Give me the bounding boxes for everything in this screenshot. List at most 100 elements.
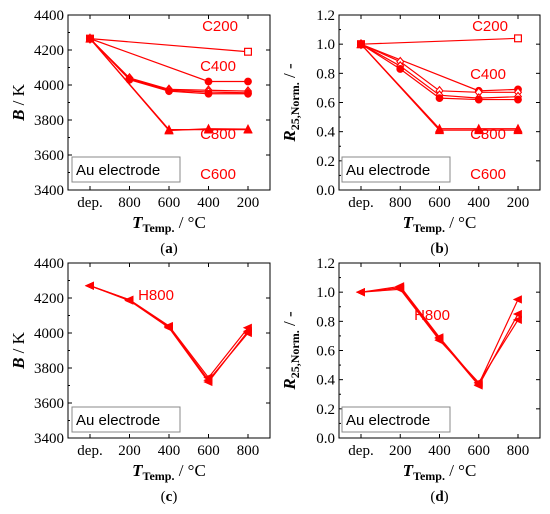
series-annotation: C200: [472, 18, 508, 35]
x-tick-label: dep.: [77, 443, 102, 459]
series-annotation: C800: [200, 126, 236, 143]
x-axis-label: TTemp. / °C: [132, 213, 206, 235]
series-annotation: C800: [470, 126, 506, 143]
y-axis-label: B / K: [9, 331, 28, 370]
panel-caption: (d): [430, 489, 448, 505]
y-tick-label: 0.8: [316, 314, 335, 330]
y-tick-label: 3400: [34, 431, 64, 447]
series-annotation: H800: [414, 307, 450, 324]
data-point: [244, 89, 252, 98]
y-tick-label: 1.2: [316, 256, 335, 272]
x-axis-label: TTemp. / °C: [132, 461, 206, 483]
x-tick-label: 200: [389, 443, 412, 459]
data-point: [244, 47, 253, 56]
chart-panel-a: 3400 3600 3800 4000 4200 4400 dep. 800 600 400 200…: [9, 8, 271, 257]
y-tick-label: 3800: [34, 361, 64, 377]
legend-box-label: Au electrode: [76, 162, 160, 179]
series-annotation: C400: [200, 58, 236, 75]
legend-box-label: Au electrode: [76, 412, 160, 429]
data-point: [512, 295, 522, 304]
data-point: [396, 65, 405, 73]
data-point: [244, 77, 252, 86]
x-tick-label: dep.: [77, 195, 102, 211]
panel-caption: (c): [161, 489, 178, 505]
x-axis-label: TTemp. / °C: [403, 213, 477, 235]
y-axis-label: B / K: [9, 83, 28, 122]
data-point: [163, 323, 173, 332]
data-point: [512, 309, 522, 319]
data-point: [203, 123, 214, 133]
series-annotation: C200: [202, 18, 238, 35]
x-tick-label: 600: [428, 195, 451, 211]
y-tick-label: 0.0: [316, 183, 335, 199]
x-tick-label: 200: [118, 443, 141, 459]
legend-box: [341, 156, 451, 183]
x-tick-label: 800: [507, 443, 530, 459]
legend-box: [71, 156, 181, 183]
series-annotation: C600: [200, 166, 236, 183]
legend-box-label: Au electrode: [346, 412, 430, 429]
x-tick-label: 400: [158, 443, 181, 459]
data-point: [243, 124, 253, 133]
data-point: [474, 95, 483, 104]
y-tick-label: 4200: [34, 43, 64, 59]
y-axis-label: R25,Norm. / -: [280, 63, 302, 143]
x-axis-label: TTemp. / °C: [403, 461, 477, 483]
x-tick-label: dep.: [348, 195, 373, 211]
y-tick-label: 1.0: [316, 285, 335, 301]
data-point: [473, 378, 483, 387]
x-tick-label: 400: [428, 443, 451, 459]
data-point: [85, 33, 95, 43]
x-tick-label: 200: [237, 195, 260, 211]
data-point: [165, 87, 173, 96]
panel-caption: (a): [160, 241, 178, 257]
legend-box-label: Au electrode: [346, 162, 430, 179]
x-tick-label: 200: [507, 195, 530, 211]
chart-panel-b: 0.0 0.2 0.4 0.6 0.8 1.0 1.2 dep. 800 600 400 200 TTe…: [280, 8, 541, 257]
data-point: [203, 377, 213, 387]
x-tick-label: 800: [118, 195, 141, 211]
y-tick-label: 0.8: [316, 66, 335, 82]
series-annotation: C400: [470, 66, 506, 83]
chart-panel-c: 3400 3600 3800 4000 4200 4400 dep. 200 400 600 800…: [9, 256, 271, 505]
series-line: [89, 38, 249, 53]
y-tick-label: 3800: [34, 113, 64, 129]
y-tick-label: 3600: [34, 396, 64, 412]
data-point: [434, 336, 444, 345]
data-point: [124, 296, 134, 305]
data-point: [435, 94, 444, 103]
data-point: [356, 39, 366, 49]
series-line: [360, 43, 518, 131]
data-point: [395, 285, 405, 294]
x-tick-label: 600: [468, 443, 491, 459]
data-point: [84, 281, 94, 290]
y-tick-label: 1.0: [316, 37, 335, 53]
data-point: [164, 125, 174, 135]
data-point: [514, 95, 522, 104]
x-tick-label: dep.: [348, 443, 373, 459]
series-annotation: C600: [470, 166, 506, 183]
y-tick-label: 3400: [34, 183, 64, 199]
y-tick-label: 0.0: [316, 431, 335, 447]
data-point: [474, 125, 484, 135]
panel-caption: (b): [430, 241, 448, 257]
y-tick-label: 4200: [34, 291, 64, 307]
data-point: [513, 34, 522, 43]
y-tick-label: 1.2: [316, 8, 335, 24]
x-tick-label: 600: [197, 443, 220, 459]
series-line: [360, 37, 519, 45]
y-axis-label: R25,Norm. / -: [280, 311, 302, 391]
y-tick-label: 0.2: [316, 154, 335, 170]
y-tick-label: 0.4: [316, 373, 335, 389]
series-line: [89, 38, 249, 132]
data-point: [512, 315, 522, 325]
data-point: [434, 125, 445, 135]
y-tick-label: 3600: [34, 148, 64, 164]
y-tick-label: 4400: [34, 256, 64, 272]
x-tick-label: 600: [158, 195, 181, 211]
legend-box: [71, 406, 181, 433]
y-tick-label: 4000: [34, 78, 64, 94]
y-tick-label: 4400: [34, 8, 64, 24]
y-tick-label: 0.6: [316, 344, 335, 360]
